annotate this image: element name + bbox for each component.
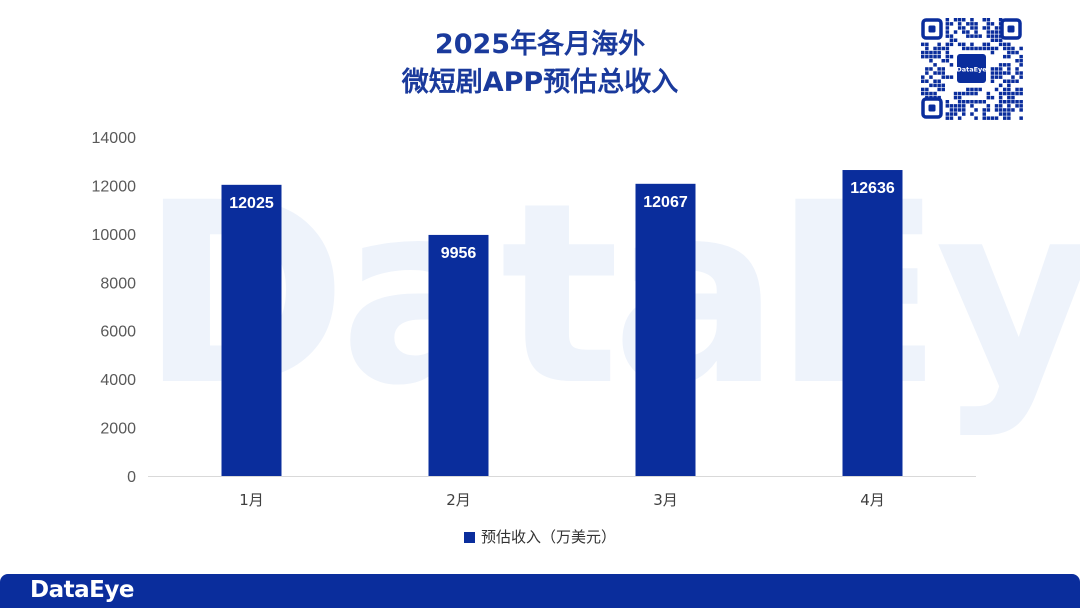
- y-tick-label: 14000: [92, 130, 137, 147]
- x-tick-label: 2月: [446, 491, 471, 509]
- bar-value-label: 12067: [643, 194, 688, 211]
- y-axis: 0 2000 4000 6000 8000 10000 12000 14000: [92, 130, 137, 486]
- footer-logo: DataEye: [30, 577, 134, 603]
- bar-value-label: 12636: [850, 180, 895, 197]
- chart-title-line-2: 微短剧APP预估总收入: [401, 67, 679, 98]
- y-tick-label: 8000: [100, 275, 136, 292]
- chart-title-line-1: 2025年各月海外: [434, 29, 646, 60]
- legend: 预估收入（万美元）: [0, 526, 1080, 547]
- legend-label: 预估收入（万美元）: [480, 528, 616, 546]
- y-tick-label: 12000: [92, 178, 137, 195]
- y-tick-label: 6000: [100, 324, 136, 341]
- qr-code-icon: DataEye: [920, 17, 1023, 120]
- bars: 12025 9956 12067 12636: [221, 170, 903, 476]
- legend-swatch: [463, 532, 475, 543]
- x-axis: 1月 2月 3月 4月: [239, 491, 885, 509]
- bar: [635, 183, 696, 476]
- x-tick-label: 3月: [653, 491, 678, 509]
- bar: [842, 170, 903, 476]
- y-tick-label: 10000: [92, 227, 137, 244]
- bar: [221, 184, 282, 476]
- footer-bar: DataEye: [0, 574, 1080, 608]
- x-tick-label: 1月: [239, 491, 264, 509]
- chart-title: 2025年各月海外 微短剧APP预估总收入: [0, 26, 1080, 102]
- bar-value-label: 9956: [441, 245, 477, 262]
- y-tick-label: 4000: [100, 372, 136, 389]
- qr-center-logo: DataEye: [956, 66, 987, 74]
- y-tick-label: 0: [127, 469, 136, 486]
- bar-value-label: 12025: [229, 195, 274, 212]
- x-tick-label: 4月: [860, 491, 885, 509]
- bar: [428, 234, 489, 476]
- y-tick-label: 2000: [100, 421, 136, 438]
